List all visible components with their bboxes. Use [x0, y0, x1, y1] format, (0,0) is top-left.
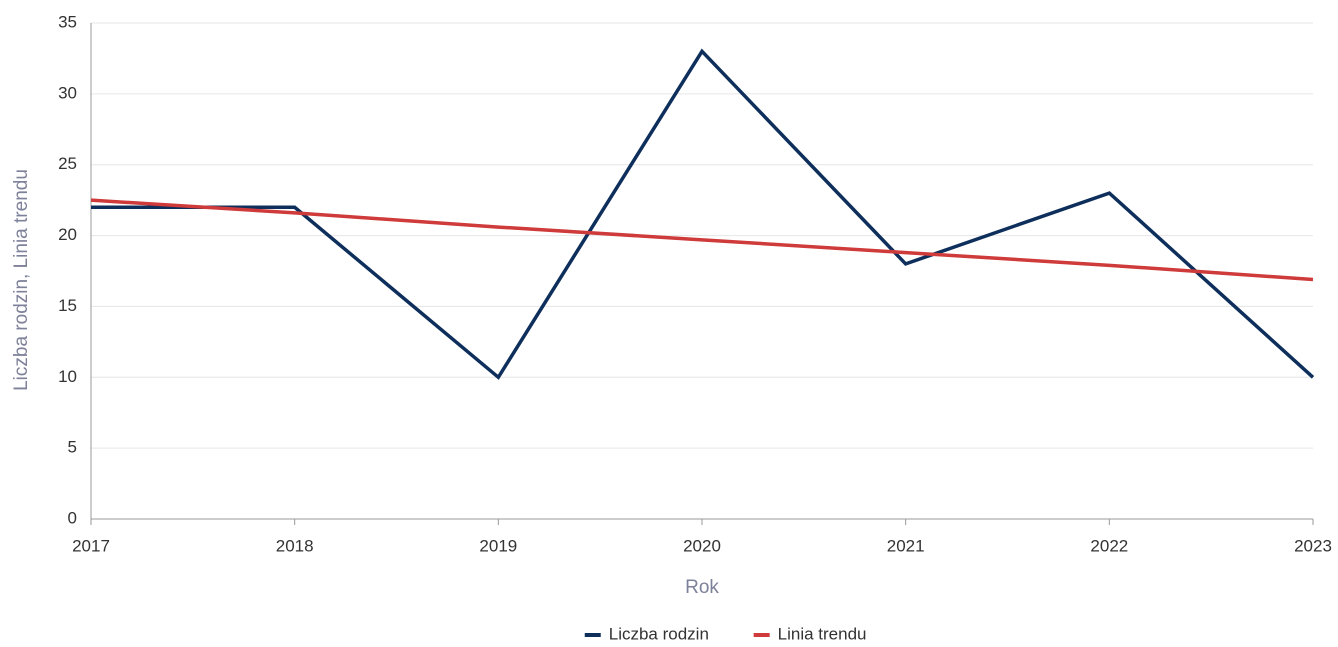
y-tick-label: 10	[58, 367, 77, 386]
x-tick-label: 2017	[72, 536, 110, 555]
legend-label: Liczba rodzin	[609, 624, 709, 643]
y-axis-label: Liczba rodzin, Linia trendu	[11, 169, 32, 391]
x-axis-label: Rok	[685, 577, 719, 598]
y-tick-label: 30	[58, 83, 77, 102]
y-tick-label: 20	[58, 225, 77, 244]
x-tick-label: 2019	[479, 536, 517, 555]
series-line	[90, 198, 1314, 282]
x-tick-label: 2021	[887, 536, 925, 555]
y-tick-label: 0	[68, 508, 77, 527]
x-tick-label: 2020	[683, 536, 721, 555]
x-tick-label: 2023	[1294, 536, 1332, 555]
y-tick-label: 5	[68, 438, 77, 457]
series-line	[91, 48, 1315, 380]
legend-label: Linia trendu	[778, 624, 867, 643]
y-tick-label: 15	[58, 296, 77, 315]
x-tick-label: 2018	[276, 536, 314, 555]
y-tick-label: 25	[58, 154, 77, 173]
y-tick-label: 35	[58, 12, 77, 31]
x-tick-label: 2022	[1090, 536, 1128, 555]
